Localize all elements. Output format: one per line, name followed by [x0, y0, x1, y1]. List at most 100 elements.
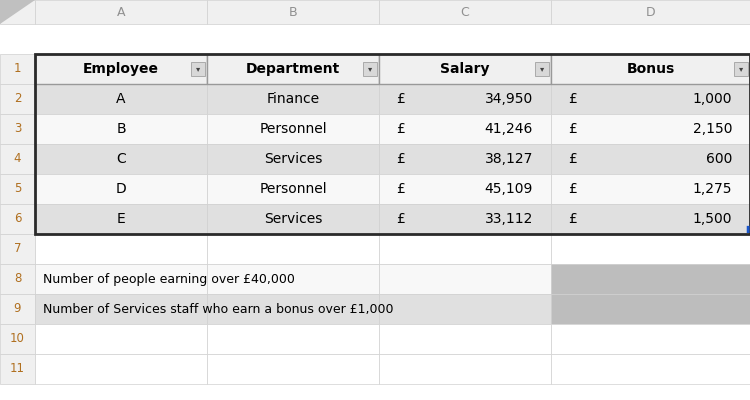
- Text: £: £: [568, 212, 578, 226]
- Bar: [551, 0, 750, 24]
- Text: £: £: [568, 182, 578, 196]
- Text: 5: 5: [13, 182, 21, 196]
- Text: 9: 9: [13, 302, 21, 316]
- Text: Finance: Finance: [266, 92, 320, 106]
- Text: 41,246: 41,246: [484, 122, 533, 136]
- Text: 600: 600: [706, 152, 732, 166]
- Bar: [379, 234, 551, 264]
- Text: £: £: [397, 182, 406, 196]
- Bar: [35, 324, 207, 354]
- Text: B: B: [116, 122, 126, 136]
- Text: 3: 3: [13, 122, 21, 136]
- Text: Number of people earning over £40,000: Number of people earning over £40,000: [43, 272, 295, 286]
- Bar: [379, 144, 551, 174]
- Bar: [551, 204, 750, 234]
- Bar: [551, 144, 750, 174]
- Bar: [0, 294, 35, 324]
- Bar: [207, 324, 379, 354]
- Bar: [379, 324, 551, 354]
- Text: Number of Services staff who earn a bonus over £1,000: Number of Services staff who earn a bonu…: [43, 302, 394, 316]
- Bar: [379, 0, 551, 24]
- Text: Personnel: Personnel: [260, 182, 327, 196]
- Bar: [207, 264, 379, 294]
- Bar: [734, 62, 748, 76]
- Text: Department: Department: [246, 62, 340, 76]
- Text: Employee: Employee: [83, 62, 159, 76]
- Text: 1,500: 1,500: [692, 212, 732, 226]
- Text: 45,109: 45,109: [484, 182, 533, 196]
- Bar: [35, 54, 750, 234]
- Bar: [379, 204, 551, 234]
- Bar: [379, 54, 551, 84]
- Bar: [35, 0, 207, 24]
- Text: ▾: ▾: [540, 64, 544, 74]
- Bar: [0, 0, 35, 24]
- Bar: [207, 0, 379, 24]
- Bar: [207, 234, 379, 264]
- Bar: [551, 174, 750, 204]
- Bar: [207, 144, 379, 174]
- Bar: [35, 54, 207, 84]
- Text: 7: 7: [13, 242, 21, 256]
- Text: 2,150: 2,150: [692, 122, 732, 136]
- Text: 1,275: 1,275: [692, 182, 732, 196]
- Text: £: £: [397, 122, 406, 136]
- Bar: [0, 354, 35, 384]
- Bar: [0, 144, 35, 174]
- Bar: [207, 174, 379, 204]
- Bar: [35, 354, 207, 384]
- Bar: [35, 84, 207, 114]
- Bar: [35, 144, 207, 174]
- Bar: [207, 54, 379, 84]
- Text: 2: 2: [13, 92, 21, 106]
- Text: 11: 11: [10, 362, 25, 376]
- Text: ▐: ▐: [743, 226, 749, 233]
- Text: C: C: [460, 6, 470, 18]
- Bar: [207, 54, 379, 84]
- Text: £: £: [397, 92, 406, 106]
- Bar: [379, 294, 551, 324]
- Text: B: B: [289, 6, 297, 18]
- Text: 10: 10: [10, 332, 25, 346]
- Bar: [379, 174, 551, 204]
- Bar: [379, 54, 551, 84]
- Text: A: A: [117, 6, 125, 18]
- Text: 8: 8: [13, 272, 21, 286]
- Bar: [551, 54, 750, 84]
- Bar: [0, 204, 35, 234]
- Bar: [207, 354, 379, 384]
- Text: 4: 4: [13, 152, 21, 166]
- Text: 34,950: 34,950: [484, 92, 533, 106]
- Text: D: D: [116, 182, 126, 196]
- Text: ▾: ▾: [196, 64, 200, 74]
- Text: Bonus: Bonus: [626, 62, 675, 76]
- Text: Salary: Salary: [440, 62, 490, 76]
- Bar: [35, 234, 207, 264]
- Bar: [0, 174, 35, 204]
- Text: 1: 1: [13, 62, 21, 76]
- Bar: [0, 234, 35, 264]
- Text: £: £: [568, 122, 578, 136]
- Bar: [0, 264, 35, 294]
- Bar: [379, 264, 551, 294]
- Text: £: £: [568, 152, 578, 166]
- Text: 6: 6: [13, 212, 21, 226]
- Bar: [0, 324, 35, 354]
- Bar: [35, 54, 207, 84]
- Bar: [35, 204, 207, 234]
- Bar: [551, 294, 750, 324]
- Text: £: £: [397, 152, 406, 166]
- Bar: [551, 264, 750, 294]
- Text: 33,112: 33,112: [484, 212, 533, 226]
- Bar: [207, 204, 379, 234]
- Bar: [207, 294, 379, 324]
- Bar: [0, 84, 35, 114]
- Text: 38,127: 38,127: [484, 152, 533, 166]
- Bar: [0, 54, 35, 84]
- Text: ▾: ▾: [368, 64, 372, 74]
- Bar: [551, 84, 750, 114]
- Text: D: D: [646, 6, 656, 18]
- Bar: [551, 114, 750, 144]
- Bar: [191, 62, 205, 76]
- Bar: [535, 62, 549, 76]
